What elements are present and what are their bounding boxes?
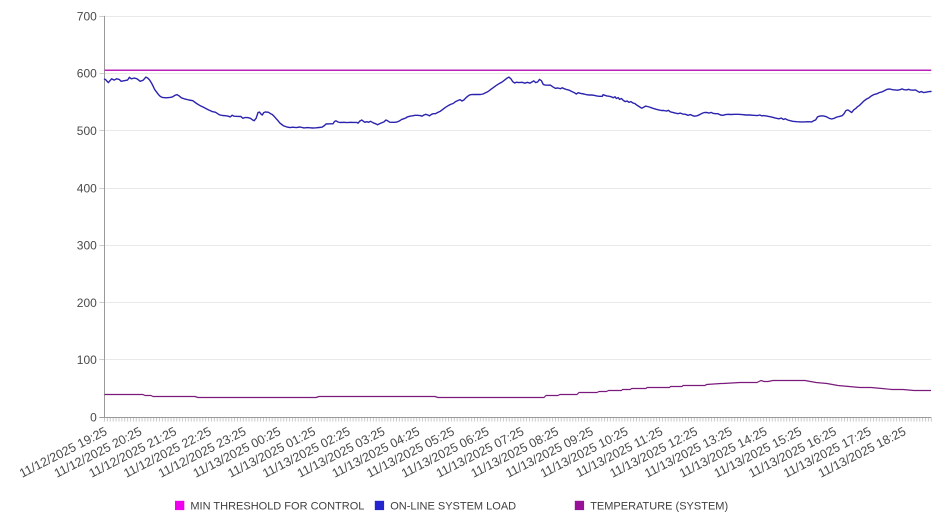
svg-text:200: 200 (77, 296, 97, 310)
svg-text:100: 100 (77, 353, 97, 367)
svg-text:300: 300 (77, 239, 97, 253)
svg-text:ON-LINE SYSTEM LOAD: ON-LINE SYSTEM LOAD (390, 500, 516, 512)
svg-text:0: 0 (90, 410, 97, 424)
svg-text:TEMPERATURE (SYSTEM): TEMPERATURE (SYSTEM) (590, 500, 728, 512)
svg-text:400: 400 (77, 181, 97, 195)
svg-text:700: 700 (77, 9, 97, 23)
svg-text:MIN THRESHOLD FOR CONTROL: MIN THRESHOLD FOR CONTROL (190, 500, 364, 512)
svg-text:600: 600 (77, 67, 97, 81)
svg-text:500: 500 (77, 124, 97, 138)
